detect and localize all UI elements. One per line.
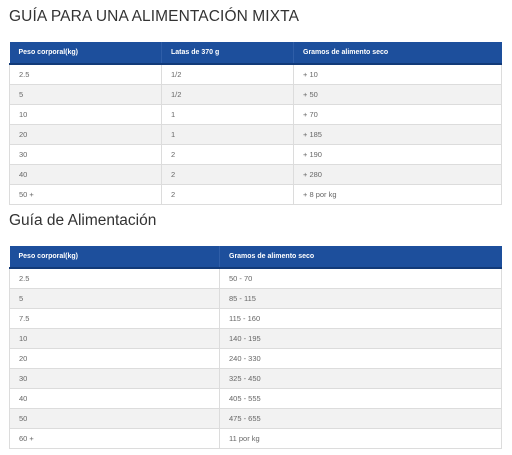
table-row: 7.5 115 - 160 [9, 308, 502, 329]
column-header-body-weight: Peso corporal(kg) [9, 42, 162, 65]
dry-food-cell: 50 - 70 [219, 267, 502, 289]
table-row: 40 2 + 280 [9, 164, 502, 185]
mixed-feeding-guide-title: GUÍA PARA UNA ALIMENTACIÓN MIXTA [9, 8, 300, 25]
dry-food-cell: + 50 [293, 84, 502, 105]
table-row: 50 + 2 + 8 por kg [9, 184, 502, 205]
table-row: 30 2 + 190 [9, 144, 502, 165]
table-header-row: Peso corporal(kg) Latas de 370 g Gramos … [9, 42, 502, 65]
dry-food-cell: 85 - 115 [219, 288, 502, 309]
cans-cell: 2 [161, 184, 294, 205]
table-row: 5 85 - 115 [9, 288, 502, 309]
dry-food-cell: + 280 [293, 164, 502, 185]
table-row: 20 240 - 330 [9, 348, 502, 369]
table-row: 5 1/2 + 50 [9, 84, 502, 105]
dry-food-cell: 405 - 555 [219, 388, 502, 409]
body-weight-cell: 10 [9, 104, 162, 125]
dry-food-cell: 325 - 450 [219, 368, 502, 389]
body-weight-cell: 40 [9, 388, 220, 409]
table-row: 30 325 - 450 [9, 368, 502, 389]
table-row: 2.5 1/2 + 10 [9, 63, 502, 85]
dry-food-cell: 475 - 655 [219, 408, 502, 429]
body-weight-cell: 10 [9, 328, 220, 349]
table-header-row: Peso corporal(kg) Gramos de alimento sec… [9, 246, 502, 269]
column-header-dry-food-grams: Gramos de alimento seco [293, 42, 502, 65]
table-row: 20 1 + 185 [9, 124, 502, 145]
column-header-body-weight: Peso corporal(kg) [9, 246, 220, 269]
dry-food-cell: + 190 [293, 144, 502, 165]
cans-cell: 1 [161, 124, 294, 145]
body-weight-cell: 30 [9, 144, 162, 165]
dry-food-cell: + 70 [293, 104, 502, 125]
body-weight-cell: 20 [9, 348, 220, 369]
body-weight-cell: 2.5 [9, 63, 162, 85]
body-weight-cell: 60 + [9, 428, 220, 449]
dry-food-cell: + 185 [293, 124, 502, 145]
dry-food-cell: 115 - 160 [219, 308, 502, 329]
dry-food-cell: + 10 [293, 63, 502, 85]
cans-cell: 1 [161, 104, 294, 125]
body-weight-cell: 40 [9, 164, 162, 185]
feeding-table: Peso corporal(kg) Gramos de alimento sec… [9, 246, 502, 449]
body-weight-cell: 20 [9, 124, 162, 145]
table-row: 50 475 - 655 [9, 408, 502, 429]
cans-cell: 2 [161, 144, 294, 165]
table-row: 60 + 11 por kg [9, 428, 502, 449]
dry-food-cell: 140 - 195 [219, 328, 502, 349]
column-header-dry-food-grams: Gramos de alimento seco [219, 246, 502, 269]
body-weight-cell: 50 + [9, 184, 162, 205]
body-weight-cell: 7.5 [9, 308, 220, 329]
dry-food-cell: + 8 por kg [293, 184, 502, 205]
body-weight-cell: 50 [9, 408, 220, 429]
table-row: 40 405 - 555 [9, 388, 502, 409]
mixed-feeding-table: Peso corporal(kg) Latas de 370 g Gramos … [9, 42, 502, 205]
cans-cell: 1/2 [161, 63, 294, 85]
cans-cell: 1/2 [161, 84, 294, 105]
column-header-cans: Latas de 370 g [161, 42, 294, 65]
table-row: 10 140 - 195 [9, 328, 502, 349]
table-row: 10 1 + 70 [9, 104, 502, 125]
body-weight-cell: 30 [9, 368, 220, 389]
table-row: 2.5 50 - 70 [9, 267, 502, 289]
cans-cell: 2 [161, 164, 294, 185]
body-weight-cell: 5 [9, 84, 162, 105]
dry-food-cell: 11 por kg [219, 428, 502, 449]
body-weight-cell: 2.5 [9, 267, 220, 289]
body-weight-cell: 5 [9, 288, 220, 309]
feeding-guide-title: Guía de Alimentación [9, 212, 157, 229]
dry-food-cell: 240 - 330 [219, 348, 502, 369]
